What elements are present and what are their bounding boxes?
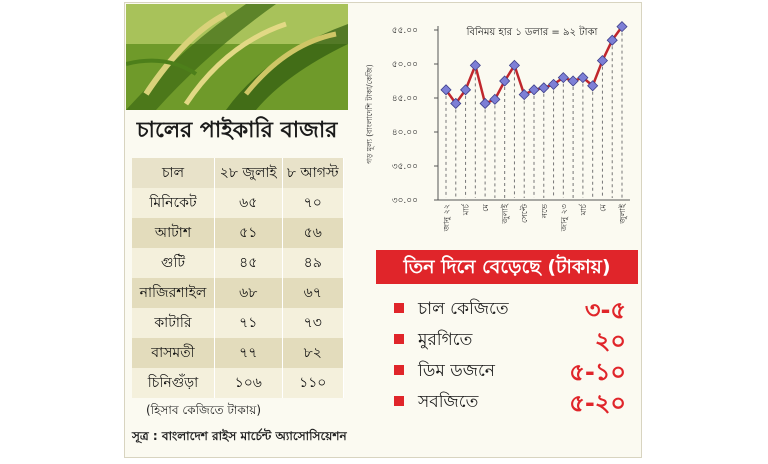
rice-name: গুটি [132,248,215,278]
rice-name: কাটারি [132,308,215,338]
x-tick-label: সেপ্টে [520,203,529,223]
y-tick-label: ৩০.০০ [392,196,418,206]
x-tick-label: জানু ২৩ [559,204,568,232]
rise-item: সবজিতে ৫-২০ [394,385,630,417]
source-note: সূত্র : বাংলাদেশ রাইস মার্চেন্ট অ্যাসোসি… [132,429,347,443]
rise-heading: তিন দিনে বেড়েছে (টাকায়) [376,250,638,284]
data-point [479,97,491,110]
rise-item-value: ৫-২০ [569,389,626,417]
data-point [587,80,599,92]
price-cell: ৬৫ [214,188,283,218]
rice-name: নাজিরশাইল [132,278,215,308]
price-cell: ৫১ [214,218,283,248]
bullet-square-icon [394,334,404,344]
data-point [567,75,579,87]
rice-name: মিনিকেট [132,188,215,218]
rise-item-value: ৩-৫ [584,296,626,324]
table-row: মিনিকেট ৬৫ ৭০ [132,188,345,218]
drop-lines [445,26,623,198]
x-tick-label: মে [481,203,490,211]
price-cell: ৮২ [282,338,345,368]
data-point [606,34,618,46]
price-cell: ৬৮ [214,278,283,308]
x-tick-label: নভে [540,203,549,219]
price-cell: ৬৭ [282,278,345,308]
y-tick-label: ৫০.০০ [392,60,418,70]
table-row: গুটি ৪৫ ৪৯ [132,248,345,278]
rice-name: বাসমতী [132,338,215,368]
y-axis: ৩০.০০ ৩৫.০০ ৪০.০০ ৪৫.০০ ৫০.০০ ৫৫.০০ [392,26,439,206]
column-header: চাল [132,158,215,188]
bullet-square-icon [394,303,404,313]
rise-item-value: ৫-১০ [569,358,626,386]
rise-item-label: চাল কেজিতে [418,299,509,319]
x-tick-label: মার্চ [462,203,471,216]
x-axis: জানু ২২ মার্চ মে জুলাই সেপ্টে নভে জানু ২৩ মার্চ… [438,199,630,232]
price-cell: ৭৭ [214,338,283,368]
table-row: বাসমতী ৭৭ ৮২ [132,338,345,368]
bullet-square-icon [394,365,404,375]
rise-item: মুরগিতে ২০ [394,323,630,355]
y-tick-label: ৩৫.০০ [392,162,418,172]
data-point [538,82,550,94]
data-point [577,72,589,84]
rise-item-label: মুরগিতে [418,330,473,350]
price-line-chart: বিনিময় হার ১ ডলার = ৯২ টাকা গড় মূল্য (… [364,21,630,232]
data-point [547,78,560,90]
price-cell: ১০৬ [214,368,283,398]
data-point [450,97,462,110]
rise-list: চাল কেজিতে ৩-৫ মুরগিতে ২০ ডিম ডজনে ৫-১০ … [394,292,630,417]
data-point [508,59,521,71]
table-title: চালের পাইকারি বাজার [136,118,338,143]
y-tick-label: ৪০.০০ [392,128,418,138]
data-point [489,93,501,105]
rice-plant-image [126,4,348,110]
chart-annotation: বিনিময় হার ১ ডলার = ৯২ টাকা [466,25,599,38]
table-row: আটাশ ৫১ ৫৬ [132,218,345,248]
data-point [499,75,511,87]
rise-item: ডিম ডজনে ৫-১০ [394,354,630,386]
price-cell: ৭৩ [282,308,345,338]
table-header-row: চাল ২৮ জুলাই ৮ আগস্ট [132,158,345,188]
rise-item-label: ডিম ডজনে [418,361,495,381]
data-point [596,55,609,67]
y-tick-label: ৫৫.০০ [392,26,418,36]
price-cell: ৭১ [214,308,283,338]
rise-item: চাল কেজিতে ৩-৫ [394,292,630,324]
rice-name: আটাশ [132,218,215,248]
x-tick-label: জুলাই [618,203,627,224]
y-tick-label: ৪৫.০০ [392,94,418,104]
x-tick-label: মে [598,203,607,211]
data-point [557,72,569,84]
price-cell: ৫৬ [282,218,345,248]
markers [440,21,628,110]
y-axis-label: গড় মূল্য (বাংলাদেশি টাকা/কেজি) [364,64,374,164]
rice-price-table: চাল ২৮ জুলাই ৮ আগস্ট মিনিকেট ৬৫ ৭০ আটাশ … [132,158,345,398]
column-header: ২৮ জুলাই [214,158,283,188]
price-cell: ১১০ [282,368,345,398]
x-tick-label: জুলাই [501,203,510,224]
bullet-square-icon [394,396,404,406]
table-row: নাজিরশাইল ৬৮ ৬৭ [132,278,345,308]
rise-item-value: ২০ [594,327,626,355]
column-header: ৮ আগস্ট [282,158,345,188]
rise-item-label: সবজিতে [418,392,479,412]
price-cell: ৪৯ [282,248,345,278]
data-point [518,89,530,101]
data-point [528,84,540,96]
x-tick-label: মার্চ [579,203,588,216]
table-row: চিনিগুঁড়া ১০৬ ১১০ [132,368,345,398]
price-cell: ৪৫ [214,248,283,278]
unit-note: (হিসাব কেজিতে টাকায়) [146,403,262,417]
data-point [616,21,628,33]
x-tick-label: জানু ২২ [442,204,451,232]
data-point [459,84,472,96]
data-point [469,59,481,71]
rice-name: চিনিগুঁড়া [132,368,215,398]
data-point [440,84,452,96]
table-row: কাটারি ৭১ ৭৩ [132,308,345,338]
price-cell: ৭০ [282,188,345,218]
